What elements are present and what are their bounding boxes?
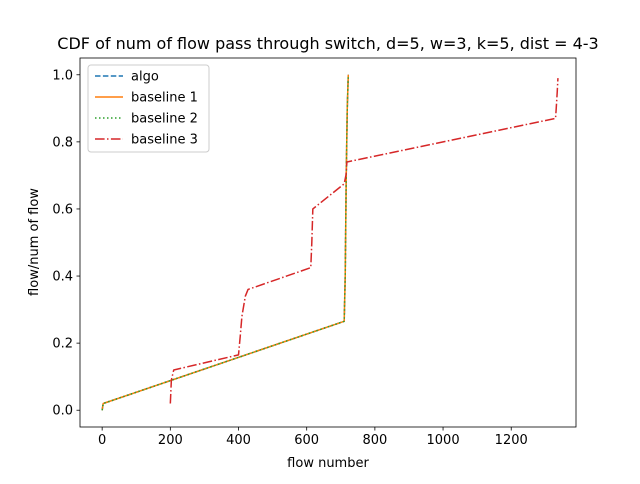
x-tick-label: 800 (362, 433, 387, 448)
series-group (101, 74, 559, 411)
series-line-1 (101, 74, 350, 411)
y-tick-label: 0.0 (52, 404, 73, 419)
legend-label-2: baseline 2 (131, 112, 198, 127)
y-tick-label: 0.4 (52, 270, 73, 285)
x-tick-label: 600 (294, 433, 319, 448)
x-tick-label: 0 (98, 433, 106, 448)
x-tick-label: 400 (226, 433, 251, 448)
y-axis-label: flow/num of flow (27, 188, 42, 296)
x-tick-label: 1000 (427, 433, 460, 448)
legend-label-1: baseline 1 (131, 91, 198, 106)
legend-label-0: algo (131, 70, 159, 85)
legend-label-3: baseline 3 (131, 133, 198, 148)
legend: algo baseline 1 baseline 2 baseline 3 (87, 64, 210, 153)
chart-title: CDF of num of flow pass through switch, … (57, 34, 598, 53)
x-tick-label: 200 (158, 433, 183, 448)
y-tick-label: 0.6 (52, 202, 73, 217)
y-tick-label: 0.8 (52, 135, 73, 150)
y-tick-label: 0.2 (52, 337, 73, 352)
plot-frame (79, 57, 577, 428)
legend-frame (87, 64, 210, 153)
plot-area: 0 200 400 600 800 1000 1200 0.0 0.2 0.4 0.6 0.8 1.0 a… (52, 57, 577, 448)
series-line-3 (169, 78, 559, 404)
x-tick-label: 1200 (495, 433, 528, 448)
x-axis-label: flow number (287, 456, 369, 471)
y-tick-label: 1.0 (52, 68, 73, 83)
